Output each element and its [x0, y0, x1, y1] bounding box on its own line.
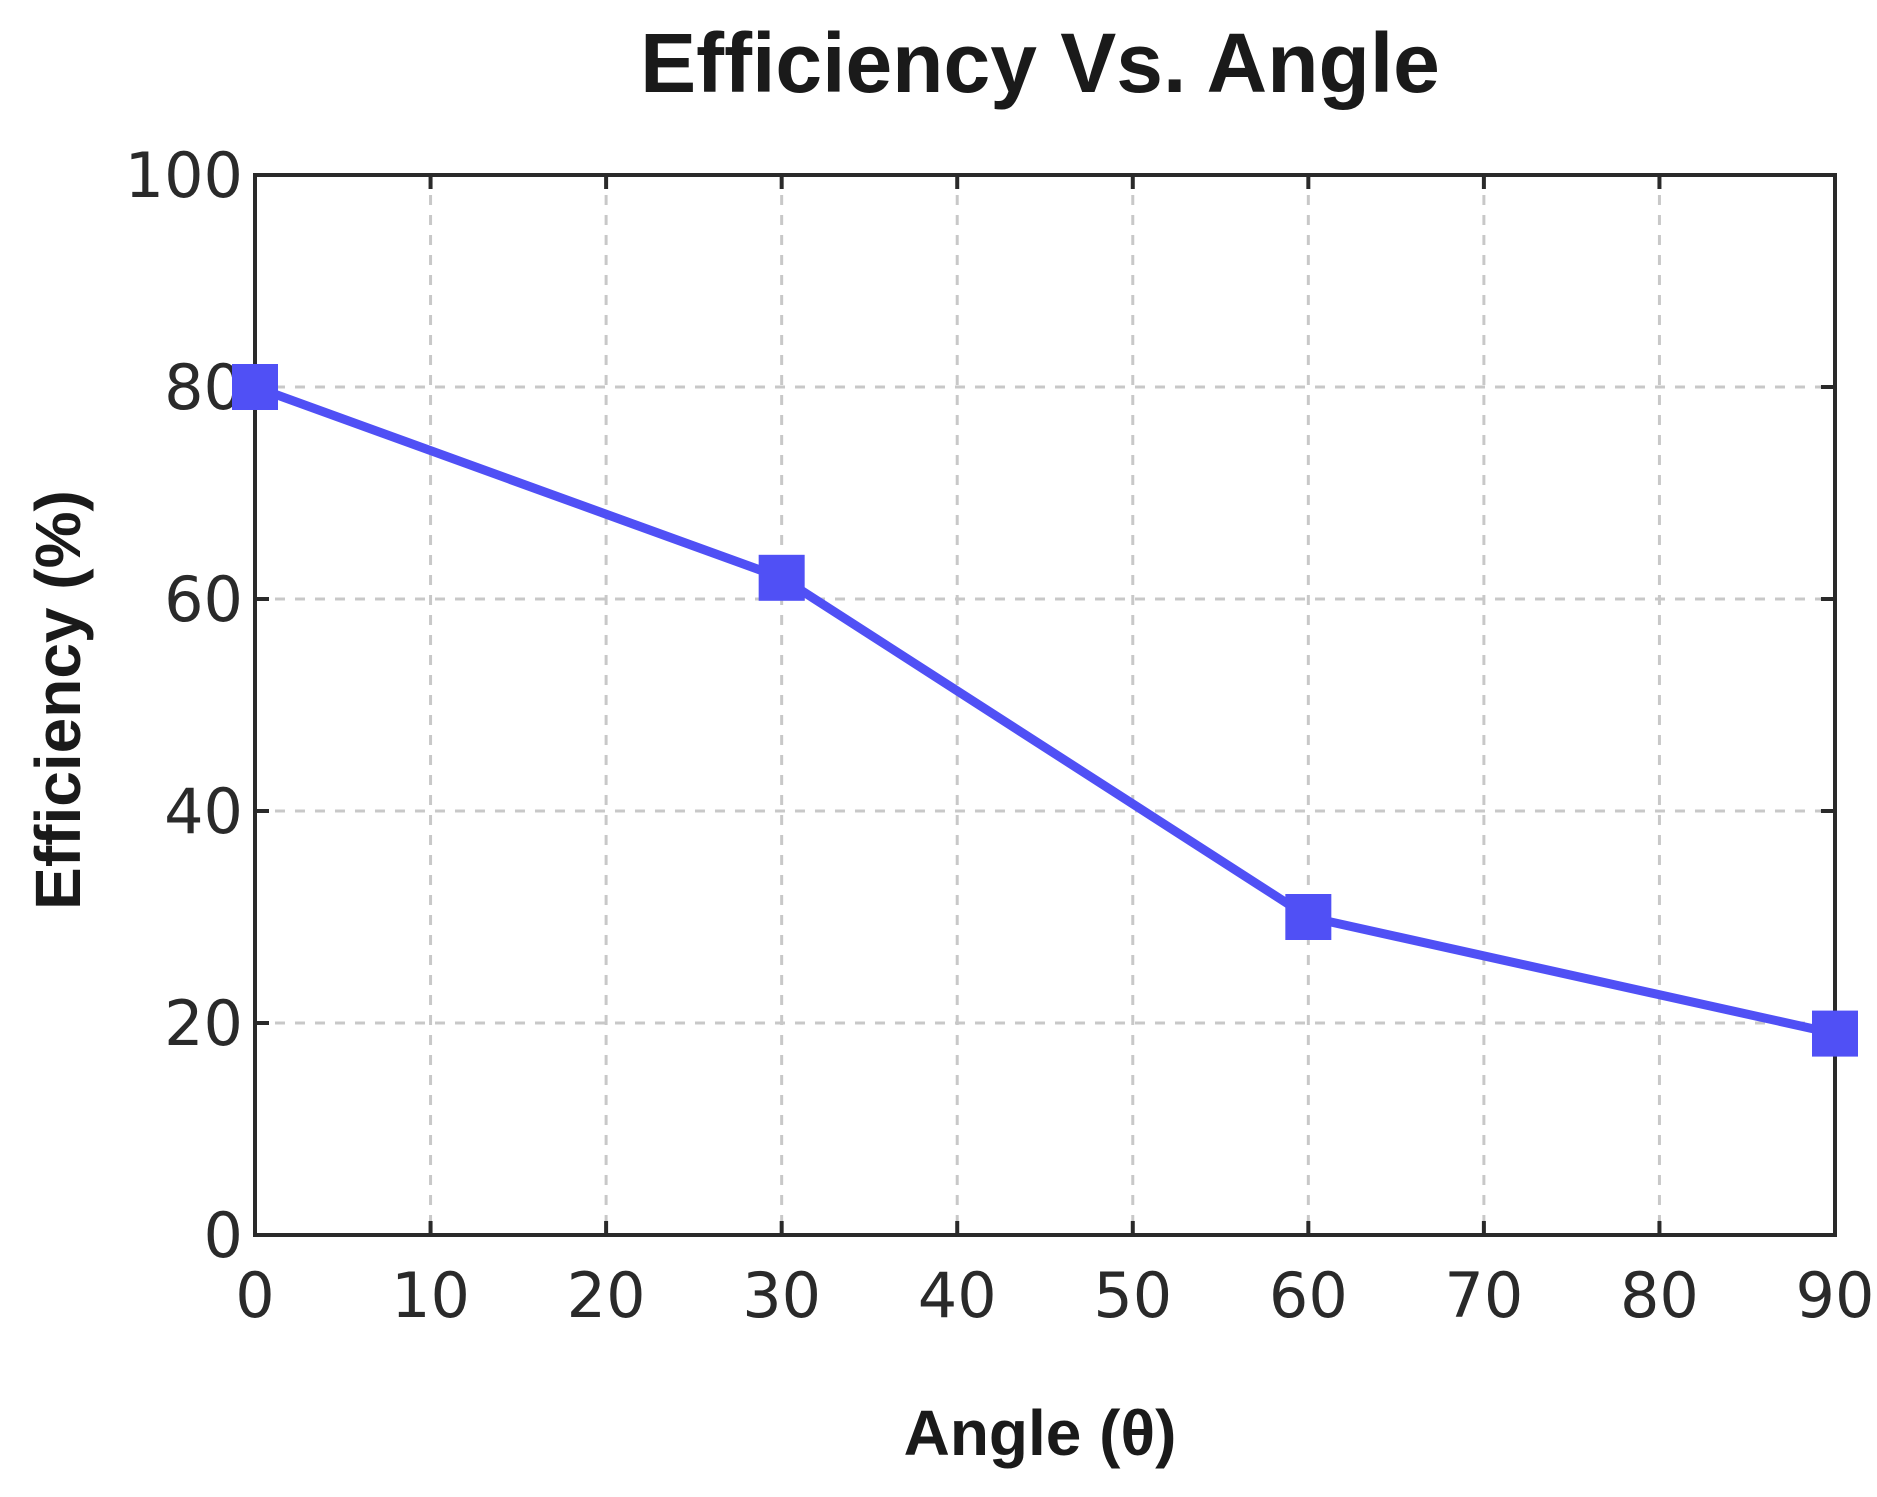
- series-line: [250, 382, 1840, 1039]
- y-tick-label: 0: [204, 1199, 243, 1272]
- y-axis-label: Efficiency (%): [22, 490, 94, 910]
- x-tick-label: 60: [1269, 1259, 1348, 1332]
- x-tick-label: 90: [1796, 1259, 1875, 1332]
- data-point-marker: [758, 554, 805, 601]
- x-tick-label: 80: [1620, 1259, 1699, 1332]
- data-point-marker: [1285, 894, 1332, 940]
- y-tick-label: 20: [164, 987, 243, 1060]
- chart-title: Efficiency Vs. Angle: [640, 16, 1440, 110]
- x-tick-label: 10: [391, 1259, 470, 1332]
- grid: [255, 175, 1835, 1235]
- y-tick-label: 60: [164, 563, 243, 636]
- series-layer: [232, 364, 1858, 1057]
- y-tick-label: 40: [164, 775, 243, 848]
- plot-border: [253, 173, 1837, 1237]
- y-tick-label: 80: [164, 351, 243, 424]
- x-tick-label: 50: [1093, 1259, 1172, 1332]
- x-tick-label: 30: [742, 1259, 821, 1332]
- y-ticks: 0 20 40 60 80 100: [125, 139, 1835, 1272]
- x-tick-label: 0: [235, 1259, 274, 1332]
- data-point-marker: [232, 364, 278, 410]
- x-tick-label: 20: [567, 1259, 646, 1332]
- y-tick-label: 100: [125, 139, 243, 212]
- plot-frame: [253, 173, 1837, 1237]
- data-point-marker: [1812, 1010, 1858, 1057]
- x-tick-label: 70: [1444, 1259, 1523, 1332]
- x-ticks: 0 10 20 30 40 50 60 70 80 90: [235, 175, 1874, 1332]
- x-tick-label: 40: [918, 1259, 997, 1332]
- x-axis-label: Angle (θ): [904, 1397, 1177, 1469]
